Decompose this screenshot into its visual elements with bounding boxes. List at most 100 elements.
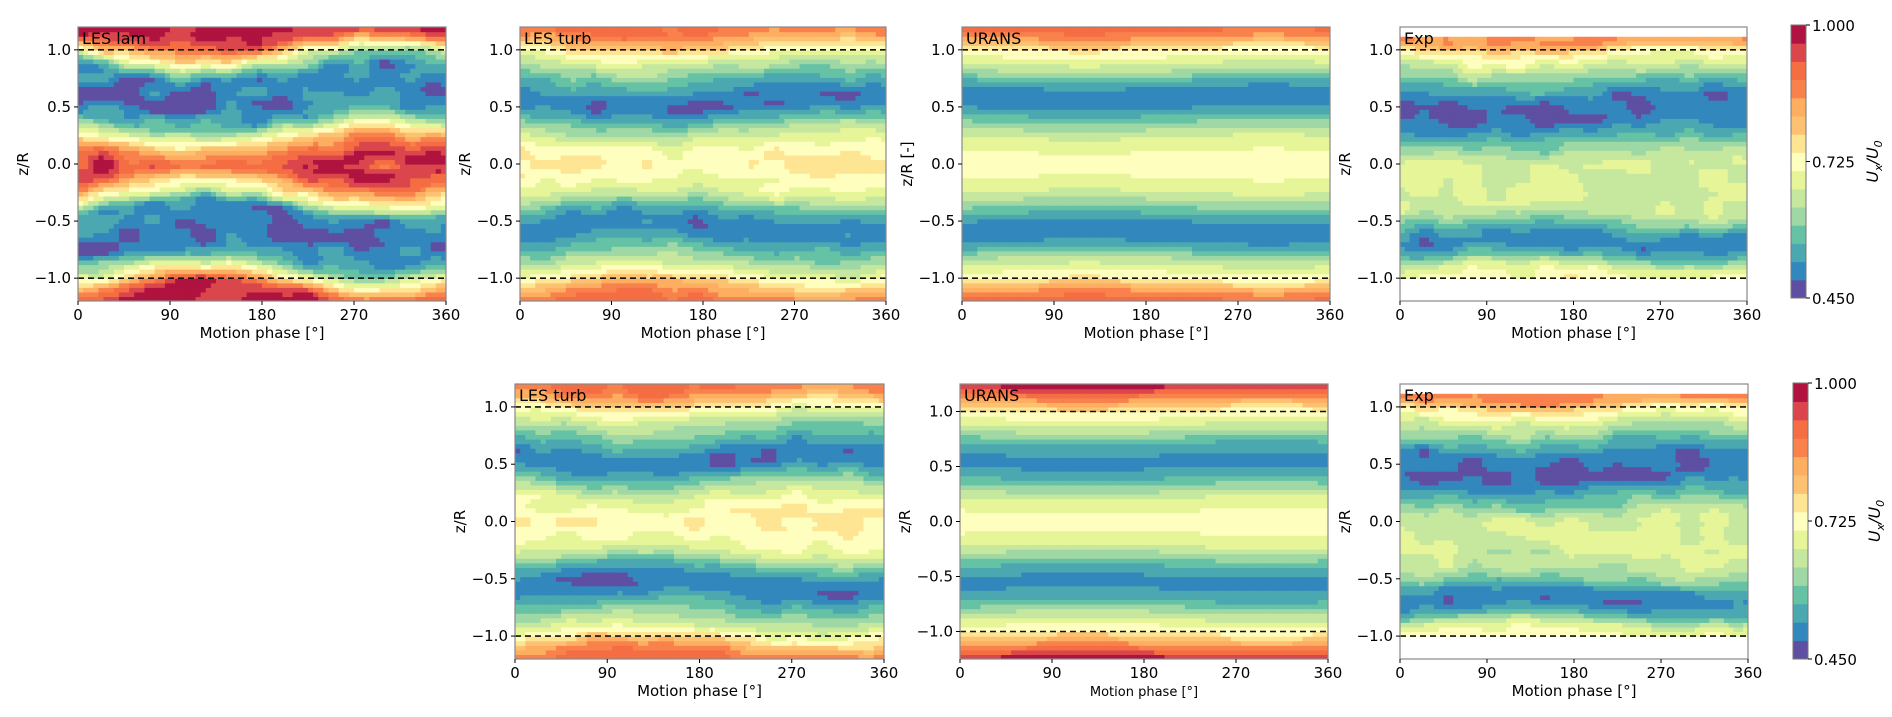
contour-cell: [164, 122, 171, 129]
contour-cell: [200, 154, 207, 161]
contour-cell: [405, 109, 411, 115]
contour-cell: [78, 49, 84, 55]
contour-cell: [835, 264, 841, 270]
contour-cell: [302, 205, 309, 211]
contour-cell: [369, 255, 376, 261]
contour-cell: [216, 95, 222, 101]
contour-cell: [241, 104, 248, 110]
contour-cell: [256, 150, 263, 156]
contour-cell: [134, 278, 140, 284]
contour-cell: [139, 287, 146, 293]
contour-cell: [236, 200, 243, 206]
contour-cell: [149, 154, 156, 161]
contour-cell: [139, 86, 146, 92]
contour-cell: [256, 278, 263, 284]
contour-cell: [170, 182, 176, 188]
contour-cell: [236, 191, 243, 197]
contour-cell: [581, 291, 587, 298]
contour-cell: [389, 255, 396, 261]
contour-cell: [190, 77, 197, 83]
contour-cell: [149, 86, 156, 92]
contour-cell: [144, 264, 151, 270]
contour-cell: [565, 287, 572, 293]
contour-cell: [149, 296, 156, 301]
contour-cell: [601, 282, 608, 288]
contour-cell: [343, 237, 350, 243]
contour-cell: [195, 100, 202, 106]
contour-cell: [430, 72, 437, 78]
contour-cell: [435, 241, 442, 247]
contour-cell: [323, 164, 330, 170]
contour-cell: [226, 269, 232, 275]
contour-cell: [195, 45, 202, 51]
contour-cell: [425, 173, 432, 179]
contour-cell: [425, 227, 432, 234]
contour-cell: [415, 218, 422, 224]
contour-cell: [231, 173, 238, 179]
contour-cell: [758, 282, 765, 288]
contour-cell: [389, 90, 396, 97]
contour-cell: [297, 223, 304, 229]
contour-cell: [364, 237, 370, 243]
contour-cell: [601, 278, 608, 284]
contour-cell: [113, 95, 120, 101]
contour-cell: [804, 278, 811, 284]
contour-cell: [753, 273, 760, 279]
contour-cell: [292, 278, 299, 284]
contour-cell: [313, 269, 319, 275]
contour-cell: [210, 90, 217, 97]
contour-cell: [159, 296, 166, 301]
contour-cell: [190, 278, 197, 284]
contour-cell: [430, 186, 437, 192]
contour-cell: [354, 168, 360, 174]
contour-cell: [83, 200, 89, 206]
contour-cell: [221, 182, 227, 188]
contour-cell: [697, 287, 704, 293]
contour-cell: [88, 81, 94, 87]
contour-cell: [180, 241, 186, 247]
contour-cell: [180, 246, 186, 252]
contour-cell: [246, 136, 253, 142]
contour-cell: [175, 45, 181, 51]
contour-cell: [164, 232, 171, 238]
contour-cell: [246, 255, 253, 261]
contour-cell: [672, 264, 679, 270]
contour-cell: [267, 100, 273, 106]
contour-cell: [430, 86, 437, 92]
contour-cell: [170, 223, 176, 229]
contour-cell: [540, 291, 547, 298]
contour-cell: [308, 227, 314, 234]
contour-cell: [384, 95, 391, 101]
contour-cell: [118, 36, 125, 42]
contour-cell: [880, 264, 886, 270]
contour-cell: [718, 296, 724, 301]
contour-cell: [313, 136, 319, 142]
contour-cell: [394, 49, 401, 55]
contour-cell: [354, 296, 360, 301]
contour-cell: [241, 205, 248, 211]
contour-cell: [185, 63, 192, 69]
contour-cell: [226, 104, 232, 110]
contour-cell: [277, 278, 284, 284]
contour-cell: [420, 269, 427, 275]
contour-cell: [221, 45, 227, 51]
contour-cell: [108, 168, 115, 174]
contour-cell: [586, 273, 592, 279]
contour-cell: [308, 214, 314, 220]
contour-cell: [333, 168, 340, 174]
contour-cell: [369, 63, 376, 69]
contour-cell: [88, 27, 94, 33]
contour-cell: [149, 136, 156, 142]
contour-cell: [581, 269, 587, 275]
contour-cell: [420, 209, 427, 215]
contour-cell: [88, 49, 94, 55]
contour-cell: [83, 27, 89, 33]
contour-cell: [256, 296, 263, 301]
contour-cell: [430, 241, 437, 247]
contour-cell: [93, 122, 100, 129]
contour-cell: [210, 159, 217, 165]
contour-cell: [369, 296, 376, 301]
contour-cell: [144, 86, 151, 92]
contour-cell: [221, 100, 227, 106]
contour-cell: [313, 104, 319, 110]
